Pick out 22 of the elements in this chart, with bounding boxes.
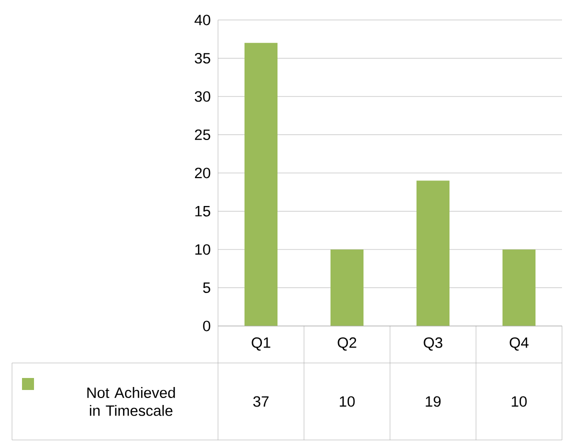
bar <box>502 249 536 326</box>
x-tick-label: Q4 <box>510 337 529 351</box>
y-tick-label: 5 <box>203 282 210 293</box>
data-label: 10 <box>512 396 527 407</box>
y-tick-label: 30 <box>194 91 210 102</box>
x-tick-label: Q3 <box>424 337 442 351</box>
x-tick-label: Q1 <box>252 337 270 351</box>
y-tick-label: 40 <box>194 14 210 26</box>
x-tick-label: Q2 <box>338 337 356 351</box>
data-label: 10 <box>340 396 355 407</box>
y-tick-label: 20 <box>194 168 210 178</box>
y-tick-label: 0 <box>203 320 210 332</box>
bar <box>416 180 450 326</box>
data-label: 19 <box>426 396 441 407</box>
bar <box>330 249 364 326</box>
y-tick-label: 35 <box>194 52 210 64</box>
y-tick-label: 15 <box>195 206 210 216</box>
data-label: 37 <box>253 396 269 407</box>
y-tick-label: 10 <box>195 244 210 255</box>
bar <box>244 42 278 326</box>
text: Not Achieved in Timescale <box>87 387 175 416</box>
y-tick-label: 25 <box>194 129 210 140</box>
